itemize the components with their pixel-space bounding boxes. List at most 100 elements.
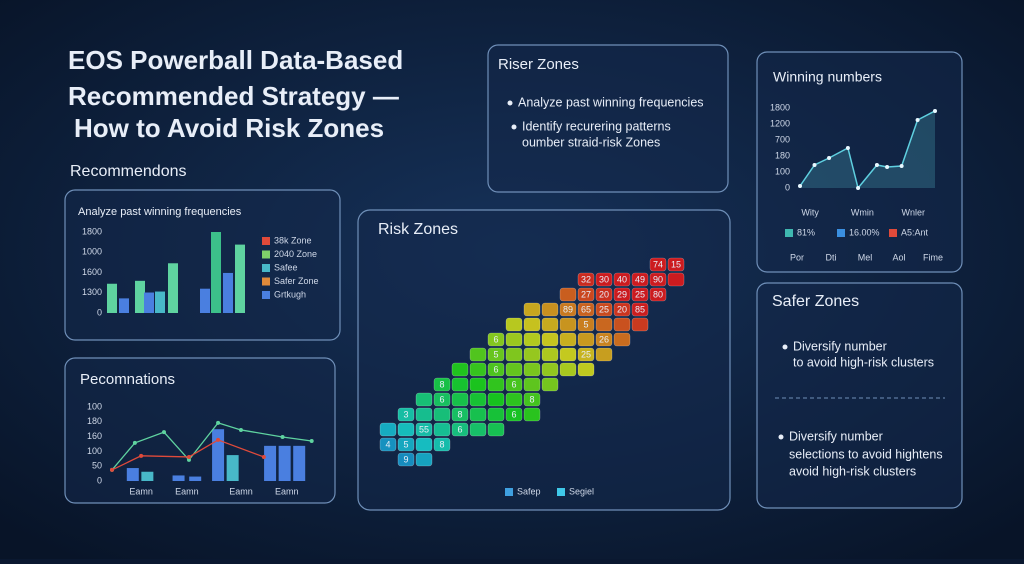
bullet — [778, 434, 784, 440]
area — [800, 110, 935, 188]
y-tick-label: 1300 — [82, 287, 102, 297]
legend-swatch — [262, 237, 270, 245]
heat-cell — [505, 392, 523, 407]
y-tick-label: 50 — [92, 461, 102, 471]
point — [899, 164, 904, 168]
point — [798, 184, 802, 188]
bullet-text: Identify recurering patterns — [522, 119, 671, 133]
heat-cell — [613, 287, 631, 302]
y-tick-label: 0 — [97, 307, 102, 317]
chart-title: Pecomnations — [80, 371, 175, 388]
panel-heading: Riser Zones — [498, 56, 579, 73]
cell-label: 20 — [599, 289, 609, 299]
point — [186, 454, 191, 459]
cell-label: 15 — [671, 259, 681, 269]
bar — [212, 429, 225, 481]
cell-label: 6 — [511, 409, 516, 419]
point — [110, 467, 114, 472]
heat-cell — [469, 377, 487, 392]
x-tick-label: Eamn — [229, 486, 253, 496]
heat-cell — [649, 272, 667, 287]
heat-cell — [379, 437, 397, 452]
heat-cell — [451, 407, 469, 422]
legend-swatch — [262, 277, 270, 286]
cell-label: 49 — [635, 274, 645, 284]
heat-cell — [667, 272, 685, 287]
heat-cell — [559, 302, 577, 317]
cell-label: 65 — [581, 304, 591, 314]
y-tick-label: 1800 — [82, 226, 102, 236]
line — [111, 422, 312, 471]
x-tick-label: Eamn — [175, 486, 199, 496]
heat-cell — [631, 302, 649, 317]
bullet-text: oumber straid-risk Zones — [522, 135, 660, 149]
bar — [119, 298, 129, 313]
heat-cell — [577, 272, 595, 287]
legend-swatch — [262, 264, 270, 272]
heat-cell — [523, 362, 541, 377]
cell-label: 85 — [635, 304, 645, 314]
cell-label: 55 — [419, 424, 429, 434]
heat-cell — [595, 317, 613, 332]
heat-cell — [469, 362, 487, 377]
heat-cell — [397, 422, 415, 437]
bar — [168, 263, 178, 313]
heat-cell — [469, 407, 487, 422]
heat-cell — [523, 332, 541, 347]
bullet-text: Analyze past winning frequencies — [518, 95, 704, 109]
panel-heading: Safer Zones — [772, 293, 859, 310]
legend-swatch — [262, 291, 270, 299]
heat-cell — [451, 362, 469, 377]
heat-cell — [523, 407, 541, 422]
heat-cell — [595, 302, 613, 317]
heat-cell — [397, 452, 415, 467]
y-tick-label: 100 — [87, 401, 102, 411]
cell-label: 6 — [511, 379, 516, 389]
footer-label: Mel — [858, 252, 873, 262]
heat-cell — [433, 392, 451, 407]
heat-cell — [451, 422, 469, 437]
y-tick-label: 180 — [775, 150, 790, 160]
bullet — [507, 100, 513, 106]
cell-label: 80 — [653, 289, 663, 299]
cell-label: 20 — [617, 304, 627, 314]
legend-swatch — [785, 229, 793, 237]
point — [856, 186, 861, 190]
heat-cell — [379, 422, 397, 437]
heat-cell — [559, 332, 577, 347]
legend-swatch — [889, 229, 897, 237]
heat-cell — [487, 377, 505, 392]
cell-label: 8 — [439, 379, 444, 389]
heat-cell — [415, 407, 433, 422]
y-tick-label: 160 — [87, 431, 102, 441]
heat-cell — [505, 377, 523, 392]
panel — [64, 189, 341, 341]
panel — [487, 44, 729, 193]
heat-cell — [613, 272, 631, 287]
heat-cell — [487, 422, 505, 437]
legend-label: Safee — [274, 262, 298, 272]
cell-label: 8 — [529, 394, 534, 404]
bar — [135, 280, 145, 313]
bullet — [782, 344, 788, 350]
bar — [144, 292, 154, 313]
bullet-text: avoid high-risk clusters — [789, 464, 916, 478]
title: Recommended Strategy — — [68, 81, 399, 111]
bar — [278, 445, 291, 481]
bar — [200, 288, 210, 313]
heat-cell — [559, 347, 577, 362]
heat-cell — [415, 422, 433, 437]
x-tick-label: Wmin — [851, 207, 874, 217]
heat-cell — [631, 272, 649, 287]
legend-label: A5:Ant — [901, 227, 929, 237]
heat-cell — [595, 332, 613, 347]
cell-label: 89 — [563, 304, 573, 314]
chart-title: Recommendons — [70, 163, 187, 180]
point — [261, 454, 266, 459]
x-tick-label: Eamn — [275, 486, 299, 496]
point — [186, 457, 191, 462]
footer-label: Por — [790, 252, 804, 262]
cell-label: 40 — [617, 274, 627, 284]
y-tick-label: 1200 — [770, 118, 790, 128]
heat-cell — [433, 407, 451, 422]
